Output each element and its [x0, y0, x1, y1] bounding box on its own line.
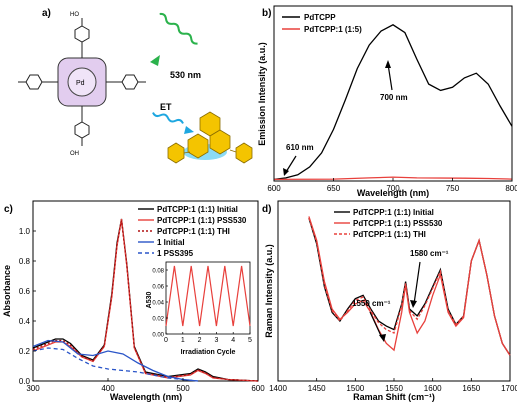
porphyrin-structure: Pd — [18, 18, 146, 146]
panel-c-inset-x-tick-label: 3 — [214, 337, 218, 344]
panel-d-annotation-1580: 1580 cm⁻¹ — [410, 249, 449, 258]
panel-b-label: b) — [262, 8, 271, 19]
panel-d-x-tick-label: 1500 — [346, 384, 364, 393]
panel-d-x-tick-label: 1650 — [462, 384, 480, 393]
energy-transfer-arrowhead-icon — [184, 126, 194, 134]
panel-d-legend: PdTCPP:1 (1:1) Initial PdTCPP:1 (1:1) PS… — [334, 208, 443, 239]
energy-transfer-label: ET — [160, 102, 172, 112]
panel-c-inset-x-axis-title: Irradiation Cycle — [181, 349, 236, 356]
panel-c-inset-x-tick-label: 5 — [248, 337, 252, 344]
panel-c-legend: PdTCPP:1 (1:1) Initial PdTCPP:1 (1:1) PS… — [138, 205, 247, 258]
panel-d-x-tick-label: 1700 — [501, 384, 517, 393]
panel-c-y-tick-label: 0.4 — [19, 317, 31, 326]
panel-c-inset-series-line — [165, 265, 251, 327]
panel-d-legend-entry-1: PdTCPP:1 (1:1) Initial — [353, 208, 434, 217]
panel-c-absorbance-chart: c) 300 400 500 600 0.0 0.2 0.4 0.6 0.8 1.0 Wavele… — [2, 200, 265, 402]
panel-c-y-tick-label: 0.6 — [19, 287, 31, 296]
panel-c-legend-entry-5: 1 PSS395 — [157, 249, 194, 258]
panel-d-x-axis-title: Raman Shift (cm⁻¹) — [353, 392, 435, 402]
panel-b-y-axis-title: Emission Intensity (a.u.) — [257, 42, 267, 146]
panel-c-inset-y-tick-label: 0.02 — [152, 317, 164, 323]
panel-d-series-3-line — [308, 217, 511, 356]
panel-b-legend: PdTCPP PdTCPP:1 (1:5) — [282, 13, 362, 34]
excitation-wavelength-label: 530 nm — [170, 70, 201, 80]
panel-b-x-axis-title: Wavelength (nm) — [357, 188, 429, 198]
panel-b-emission-chart: b) 600 650 700 750 800 Wavelength (nm) Emiss… — [257, 5, 517, 198]
panel-b-series-2-line — [273, 176, 513, 181]
panel-d-x-tick-label: 1400 — [269, 384, 287, 393]
panel-c-inset-y-axis-title: A530 — [146, 292, 153, 309]
panel-c-y-tick-label: 0.2 — [19, 347, 31, 356]
panel-c-x-tick-label: 500 — [176, 384, 190, 393]
panel-b-annotation-700nm: 700 nm — [380, 93, 408, 102]
panel-b-series-1-line — [273, 24, 513, 181]
panel-c-inset-y-tick-label: 0.00 — [152, 333, 164, 339]
panel-b-legend-entry-2: PdTCPP:1 (1:5) — [304, 25, 362, 34]
panel-c-inset-x-tick-label: 4 — [231, 337, 235, 344]
energy-transfer-wave-icon — [152, 112, 184, 124]
panel-d-legend-entry-2: PdTCPP:1 (1:1) PSS530 — [353, 219, 443, 228]
panel-c-inset-chart: 0 1 2 3 4 5 0.00 0.02 0.04 0.06 0.08 Irradiation C… — [146, 261, 252, 356]
acceptor-molecule — [167, 111, 253, 164]
panel-a-schematic: a) Pd HO OH 530 nm — [18, 8, 253, 164]
cooh-label-bottom: OH — [70, 151, 79, 157]
panel-c-inset-x-tick-label: 0 — [164, 337, 168, 344]
panel-c-inset-x-tick-label: 1 — [181, 337, 185, 344]
panel-c-label: c) — [4, 204, 13, 215]
panel-c-inset-y-tick-label: 0.04 — [152, 301, 164, 307]
cooh-label-top: HO — [70, 12, 79, 18]
panel-a-label: a) — [42, 8, 51, 19]
panel-c-y-tick-label: 0.0 — [19, 377, 31, 386]
light-wave-arrowhead-icon — [150, 55, 160, 66]
panel-b-x-tick-label: 700 — [386, 184, 400, 193]
light-wave-icon — [159, 12, 198, 45]
panel-c-x-tick-label: 300 — [26, 384, 40, 393]
svg-text:Pd: Pd — [76, 80, 85, 87]
panel-c-x-tick-label: 600 — [251, 384, 265, 393]
panel-c-y-tick-label: 0.8 — [19, 257, 31, 266]
panel-b-x-tick-label: 650 — [327, 184, 341, 193]
panel-c-series-3-line — [32, 220, 259, 382]
panel-d-label: d) — [262, 204, 271, 215]
panel-c-x-tick-label: 400 — [101, 384, 115, 393]
panel-c-legend-entry-1: PdTCPP:1 (1:1) Initial — [157, 205, 238, 214]
panel-c-y-tick-label: 1.0 — [19, 227, 31, 236]
panel-c-x-axis-title: Wavelength (nm) — [110, 392, 182, 402]
panel-c-legend-entry-3: PdTCPP:1 (1:1) THI — [157, 227, 230, 236]
panel-c-inset-y-tick-label: 0.06 — [152, 285, 164, 291]
panel-d-x-tick-label: 1600 — [424, 384, 442, 393]
panel-c-legend-entry-4: 1 Initial — [157, 238, 185, 247]
panel-b-x-tick-label: 600 — [267, 184, 281, 193]
panel-b-x-tick-label: 750 — [446, 184, 460, 193]
panel-d-raman-chart: d) 1400 1450 1500 1550 1600 1650 1700 Raman Sh… — [262, 200, 517, 402]
panel-c-inset-x-tick-label: 2 — [198, 337, 202, 344]
panel-d-y-axis-title: Raman Intensity (a.u.) — [264, 244, 274, 338]
panel-c-series-5-line — [32, 347, 199, 382]
panel-b-legend-entry-1: PdTCPP — [304, 13, 336, 22]
panel-c-legend-entry-2: PdTCPP:1 (1:1) PSS530 — [157, 216, 247, 225]
panel-d-legend-entry-3: PdTCPP:1 (1:1) THI — [353, 230, 426, 239]
panel-b-annotation-610nm: 610 nm — [286, 143, 314, 152]
panel-c-y-axis-title: Absorbance — [2, 265, 12, 317]
panel-d-annotation-1550: 1550 cm⁻¹ — [352, 299, 391, 308]
panel-b-x-tick-label: 800 — [505, 184, 517, 193]
panel-c-series-4-line — [32, 339, 199, 382]
panel-c-inset-y-tick-label: 0.08 — [152, 269, 164, 275]
panel-d-x-tick-label: 1450 — [308, 384, 326, 393]
panel-d-x-tick-label: 1550 — [385, 384, 403, 393]
